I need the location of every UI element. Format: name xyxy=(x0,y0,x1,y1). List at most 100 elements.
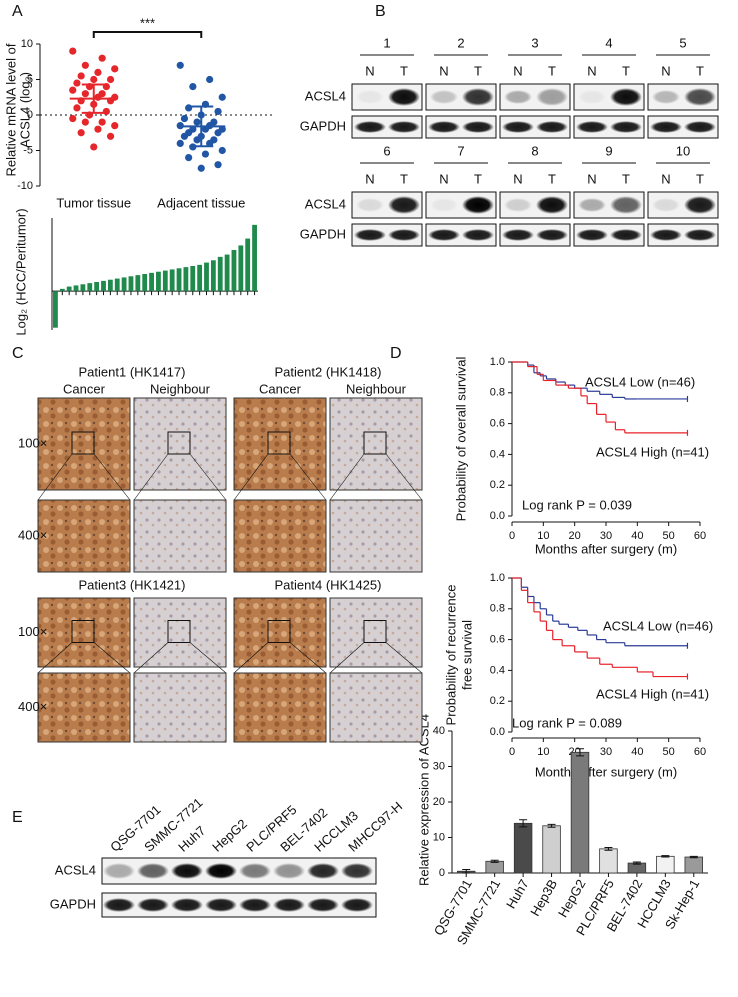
blot-band xyxy=(504,198,532,212)
data-point xyxy=(94,93,102,101)
data-point xyxy=(69,47,77,55)
x-tick-label: 30 xyxy=(600,530,612,542)
blot-band xyxy=(502,121,534,133)
patient-label: Patient3 (HK1421) xyxy=(79,577,186,592)
lane-type: T xyxy=(696,63,704,78)
lane-type: T xyxy=(548,171,556,186)
blot-band xyxy=(652,90,680,104)
lane-number: 8 xyxy=(531,143,538,158)
patient-label: Patient4 (HK1425) xyxy=(275,577,382,592)
blot-band xyxy=(462,121,494,133)
y-tick-label: 0.8 xyxy=(490,603,505,615)
bar xyxy=(135,275,141,292)
y-tick-label: 1.0 xyxy=(490,356,505,368)
error-bar xyxy=(490,859,499,863)
data-point xyxy=(197,164,205,172)
data-point xyxy=(73,79,81,87)
zoom-line xyxy=(189,642,227,674)
data-point xyxy=(106,75,115,84)
ihc-image-low xyxy=(233,397,327,491)
lane-number: 3 xyxy=(531,35,538,50)
blot-band xyxy=(273,863,305,879)
x-tick-label: 50 xyxy=(663,530,675,542)
zoom-line xyxy=(385,453,423,501)
panel-letter: E xyxy=(12,809,23,826)
blot-band xyxy=(205,863,237,879)
y-axis-label: Probability of overall survival xyxy=(453,357,468,522)
y-axis-label: free survival xyxy=(459,620,474,690)
bar xyxy=(245,238,251,292)
blot-band xyxy=(536,196,568,214)
blot-band xyxy=(171,863,203,879)
blot-band xyxy=(650,121,682,133)
lane-number: 6 xyxy=(383,143,390,158)
x-tick-label: 30 xyxy=(600,746,612,758)
bar xyxy=(485,860,504,874)
annotation: Log rank P = 0.089 xyxy=(512,715,622,730)
blot-band xyxy=(462,229,494,241)
panel-letter: C xyxy=(12,345,24,362)
series-label: ACSL4 Low (n=46) xyxy=(585,374,695,389)
bar xyxy=(197,264,203,292)
bar xyxy=(231,250,237,292)
error-bar xyxy=(604,846,613,851)
lane-type: N xyxy=(661,171,670,186)
x-tick-label: 60 xyxy=(694,746,706,758)
data-point xyxy=(73,104,81,112)
blot-band xyxy=(307,898,339,912)
x-tick-label: 0 xyxy=(509,530,515,542)
blot-band xyxy=(388,229,420,241)
bar xyxy=(224,254,230,292)
column-label: Neighbour xyxy=(150,381,211,396)
data-point xyxy=(81,61,89,69)
data-point xyxy=(98,54,106,62)
bar xyxy=(169,269,175,292)
blot-band xyxy=(356,198,384,212)
ihc-image-high xyxy=(329,499,423,573)
ihc-image-low xyxy=(133,397,227,491)
lane-type: N xyxy=(439,171,448,186)
lane-type: N xyxy=(661,63,670,78)
ihc-image-high xyxy=(37,672,131,743)
y-tick-label: 10 xyxy=(21,38,33,50)
blot-band xyxy=(428,229,460,241)
blot-band xyxy=(610,229,642,241)
zoom-line xyxy=(93,453,131,501)
blot-band xyxy=(652,198,680,212)
zoom-line xyxy=(289,453,327,501)
y-tick-label: 0.0 xyxy=(490,726,505,738)
data-point xyxy=(106,132,115,140)
data-point xyxy=(185,104,193,112)
blot-band xyxy=(239,863,271,879)
bar xyxy=(66,286,72,292)
y-tick-label: 5 xyxy=(27,73,33,85)
bar xyxy=(94,282,100,292)
data-point xyxy=(201,150,210,158)
lane-type: N xyxy=(365,171,374,186)
y-tick-label: 0.4 xyxy=(490,664,505,676)
bar xyxy=(176,268,182,292)
y-tick-label: 0 xyxy=(27,109,33,121)
y-tick-label: 0.4 xyxy=(490,448,505,460)
bar xyxy=(217,256,223,292)
blot-band xyxy=(536,88,568,106)
lane-type: T xyxy=(548,63,556,78)
zoom-box xyxy=(363,620,387,643)
data-point xyxy=(81,118,89,126)
x-axis-label: Months after surgery (m) xyxy=(535,764,677,779)
zoom-line xyxy=(37,453,73,501)
blot-band xyxy=(341,898,373,912)
lane-number: 7 xyxy=(457,143,464,158)
data-point xyxy=(201,125,210,133)
column-label: Neighbour xyxy=(346,381,407,396)
blot-band xyxy=(103,898,135,912)
blot-band xyxy=(610,121,642,133)
y-tick-label: 30 xyxy=(433,760,445,772)
data-point xyxy=(218,146,226,155)
x-tick-label: 40 xyxy=(631,746,643,758)
data-point xyxy=(94,68,102,76)
y-tick-label: 0.8 xyxy=(490,387,505,399)
column-label: Cancer xyxy=(63,381,106,396)
data-point xyxy=(77,129,85,137)
